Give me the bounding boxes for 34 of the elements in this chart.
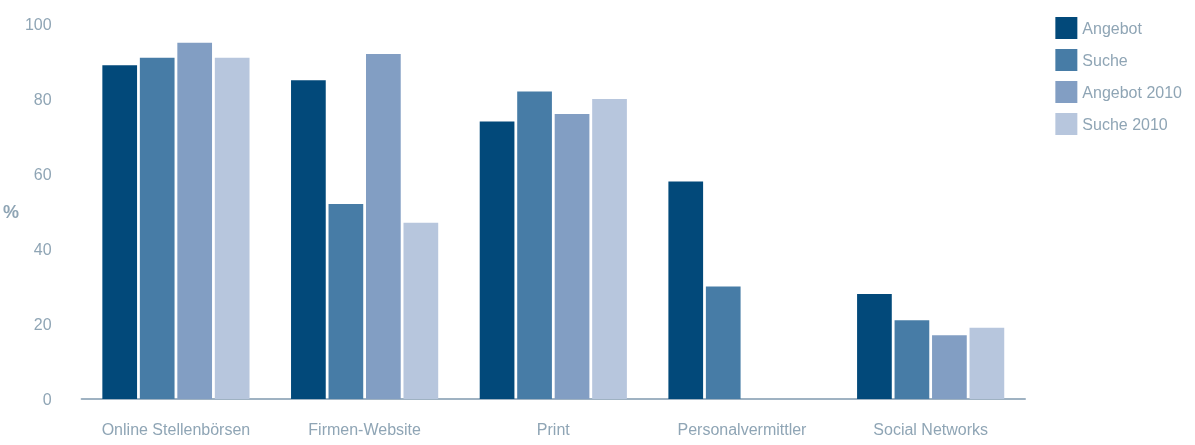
x-tick-label: Personalvermittler: [677, 420, 808, 438]
bar: [894, 320, 930, 399]
bar: [705, 286, 741, 399]
bar: [177, 42, 213, 399]
x-tick-label: Social Networks: [873, 420, 989, 438]
legend-label: Suche: [1082, 51, 1128, 69]
bar: [592, 99, 627, 399]
bar: [857, 294, 892, 399]
y-tick-label: 40: [33, 240, 52, 258]
bar: [932, 335, 967, 399]
bar: [328, 204, 364, 399]
bar: [366, 54, 401, 399]
bar: [517, 91, 552, 399]
bar: [214, 57, 250, 399]
bar: [102, 65, 138, 399]
legend-label: Angebot 2010: [1082, 83, 1183, 101]
x-tick-label: Print: [536, 420, 571, 438]
bar: [139, 57, 175, 399]
y-tick-label: 80: [33, 90, 52, 108]
x-tick-label: Firmen-Website: [308, 420, 422, 438]
bar: [291, 80, 326, 399]
y-tick-label: 20: [33, 315, 52, 333]
y-axis-title: %: [2, 201, 19, 222]
bar: [403, 222, 439, 399]
legend-label: Angebot: [1082, 19, 1143, 37]
bar: [479, 121, 515, 399]
y-tick-label: 0: [42, 390, 52, 408]
bar: [554, 114, 590, 399]
y-tick-label: 60: [33, 165, 52, 183]
x-tick-label: Online Stellenbörsen: [101, 420, 251, 438]
bar: [668, 181, 704, 399]
y-tick-label: 100: [24, 15, 52, 33]
bar: [969, 327, 1005, 399]
legend-label: Suche 2010: [1082, 115, 1168, 133]
